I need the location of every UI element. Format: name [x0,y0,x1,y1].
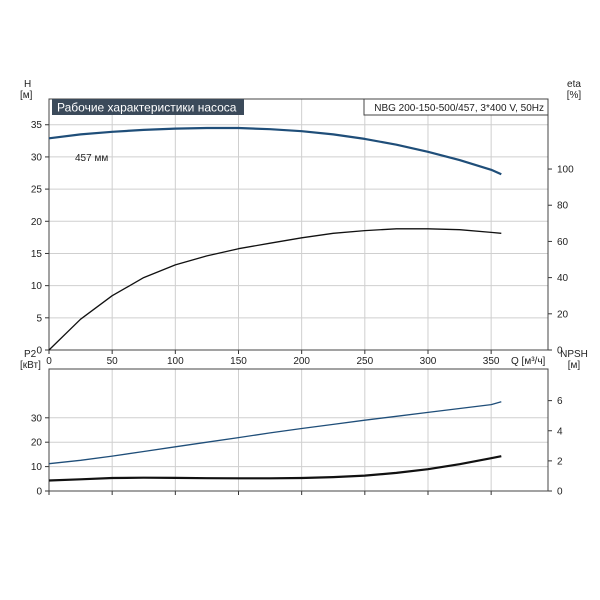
x-tick-label: 200 [293,356,310,367]
right-tick-label: 0 [557,346,563,357]
right-axis-unit: [%] [567,90,582,101]
left-tick-label: 30 [31,152,43,163]
left-tick-label: 20 [31,217,43,228]
right-tick-label: 40 [557,273,569,284]
left-tick-label: 30 [31,413,43,424]
left-tick-label: 10 [31,462,43,473]
series-line-0 [48,401,502,465]
x-tick-label: 50 [107,356,119,367]
title-box [52,99,244,115]
left-tick-label: 0 [36,487,42,498]
right-tick-label: 60 [557,237,569,248]
pump-model: NBG 200-150-500/457, 3*400 V, 50Hz [374,103,544,114]
model-box [363,98,549,116]
x-tick-label: 350 [483,356,500,367]
series-line-1 [48,228,502,351]
left-axis-unit: [м] [20,90,33,101]
left-axis-name: P2 [24,349,37,360]
plot-frame [48,98,549,351]
x-tick-label: 0 [46,356,52,367]
left-tick-label: 25 [31,185,43,196]
x-tick-label: 150 [230,356,247,367]
left-axis-name: H [24,79,31,90]
right-tick-label: 20 [557,309,569,320]
right-axis-name: eta [567,79,581,90]
right-axis-unit: [м] [568,360,581,371]
right-tick-label: 100 [557,165,574,176]
right-axis-name: NPSH [560,349,588,360]
x-tick-label: 250 [356,356,373,367]
left-tick-label: 10 [31,281,43,292]
left-tick-label: 35 [31,120,43,131]
left-tick-label: 0 [36,346,42,357]
left-tick-label: 15 [31,249,43,260]
chart-title: Рабочие характеристики насоса [57,101,237,115]
right-tick-label: 6 [557,396,563,407]
left-tick-label: 20 [31,438,43,449]
right-tick-label: 80 [557,201,569,212]
plot-frame [48,368,549,492]
series-line-1 [48,455,502,482]
left-axis-unit: [кВт] [20,360,41,371]
right-tick-label: 2 [557,456,563,467]
right-tick-label: 4 [557,426,563,437]
x-tick-label: 100 [167,356,184,367]
left-tick-label: 5 [36,313,42,324]
x-tick-label: 300 [420,356,437,367]
x-axis-unit: Q [м³/ч] [511,356,546,367]
head-efficiency-panel: 0 50 100 150 200 250 300 3500510152025303502040… [20,79,581,367]
right-tick-label: 0 [557,487,563,498]
series-line-0 [48,126,502,176]
series-label: 457 мм [75,153,108,164]
